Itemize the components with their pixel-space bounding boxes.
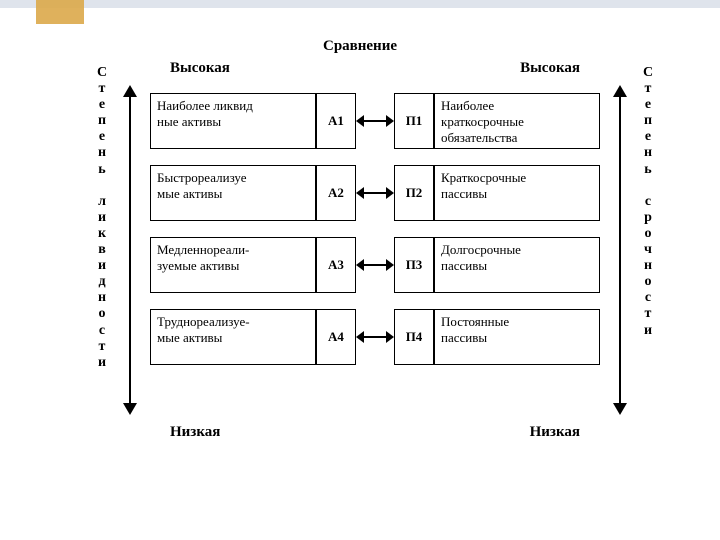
- liability-cell: Долгосрочныепассивы: [434, 237, 600, 293]
- asset-code: А4: [316, 309, 356, 365]
- arrow-shaft: [129, 97, 131, 403]
- asset-cell: Медленнореали-зуемые активы: [150, 237, 316, 293]
- left-vertical-label: Степень ликвидности: [96, 65, 108, 371]
- diagram-stage: Степень ликвидности Степень срочности Вы…: [10, 65, 710, 495]
- compare-arrow: [356, 93, 394, 149]
- compare-arrow: [356, 237, 394, 293]
- asset-cell: Наиболее ликвидные активы: [150, 93, 316, 149]
- asset-code: А2: [316, 165, 356, 221]
- asset-code: А1: [316, 93, 356, 149]
- arrowhead-up-icon: [613, 85, 627, 97]
- asset-cell: Быстрореализуемые активы: [150, 165, 316, 221]
- compare-arrow: [356, 309, 394, 365]
- label-high-right: Высокая: [520, 60, 580, 77]
- arrowhead-down-icon: [123, 403, 137, 415]
- liability-cell: Постоянныепассивы: [434, 309, 600, 365]
- comparison-row: Труднореализуе-мые активы А4 П4 Постоянн…: [150, 309, 600, 365]
- comparison-row: Быстрореализуемые активы А2 П2 Краткосро…: [150, 165, 600, 221]
- asset-code: А3: [316, 237, 356, 293]
- asset-cell: Труднореализуе-мые активы: [150, 309, 316, 365]
- arrowhead-down-icon: [613, 403, 627, 415]
- right-vertical-label: Степень срочности: [642, 65, 654, 339]
- diagram-title: Сравнение: [10, 38, 710, 55]
- label-high-left: Высокая: [170, 60, 230, 77]
- compare-arrow: [356, 165, 394, 221]
- liability-code: П1: [394, 93, 434, 149]
- liability-cell: Краткосрочныепассивы: [434, 165, 600, 221]
- right-gradient-arrow: [610, 85, 630, 415]
- liability-code: П3: [394, 237, 434, 293]
- arrowhead-up-icon: [123, 85, 137, 97]
- liability-code: П2: [394, 165, 434, 221]
- diagram-wrap: Сравнение Степень ликвидности Степень ср…: [0, 8, 720, 495]
- left-gradient-arrow: [120, 85, 140, 415]
- liability-code: П4: [394, 309, 434, 365]
- arrow-shaft: [619, 97, 621, 403]
- label-low-left: Низкая: [170, 424, 220, 441]
- header-bar: [0, 0, 720, 8]
- comparison-row: Медленнореали-зуемые активы А3 П3 Долгос…: [150, 237, 600, 293]
- label-low-right: Низкая: [530, 424, 580, 441]
- liability-cell: Наиболеекраткосрочныеобязательства: [434, 93, 600, 149]
- comparison-row: Наиболее ликвидные активы А1 П1 Наиболее…: [150, 93, 600, 149]
